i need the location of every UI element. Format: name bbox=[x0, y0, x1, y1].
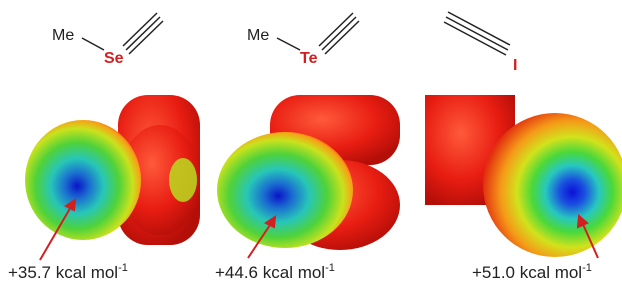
label-text: +35.7 kcal mol bbox=[8, 263, 118, 282]
bond bbox=[325, 21, 359, 54]
bond bbox=[446, 17, 508, 50]
label-text: +44.6 kcal mol bbox=[215, 263, 325, 282]
structure-2: Me Te bbox=[247, 13, 359, 67]
group-label: Me bbox=[247, 27, 269, 44]
surface-blob bbox=[217, 132, 353, 248]
surface-green bbox=[169, 158, 197, 202]
atom-label: I bbox=[513, 57, 517, 74]
esp-label: +44.6 kcal mol-1 bbox=[215, 262, 335, 282]
bond bbox=[123, 13, 157, 46]
label-superscript: -1 bbox=[582, 262, 592, 274]
atom-label: Se bbox=[104, 50, 124, 67]
bond bbox=[126, 17, 160, 50]
label-superscript: -1 bbox=[118, 262, 128, 274]
esp-label: +35.7 kcal mol-1 bbox=[8, 262, 128, 282]
bond bbox=[319, 13, 353, 46]
structure-3: I bbox=[444, 12, 517, 74]
bond bbox=[277, 38, 300, 50]
surface-3 bbox=[425, 95, 622, 257]
esp-label: +51.0 kcal mol-1 bbox=[472, 262, 592, 282]
group-label: Me bbox=[52, 27, 74, 44]
bond bbox=[82, 38, 104, 50]
surface-blob bbox=[25, 120, 141, 240]
structure-1: Me Se bbox=[52, 13, 163, 67]
surface-2 bbox=[217, 95, 400, 250]
surface-sphere bbox=[483, 113, 622, 257]
label-superscript: -1 bbox=[325, 262, 335, 274]
bond bbox=[322, 17, 356, 50]
page: Me Se Me Te I bbox=[0, 0, 622, 286]
atom-label: Te bbox=[300, 50, 318, 67]
bond bbox=[129, 21, 163, 54]
surface-1 bbox=[25, 95, 200, 245]
figure: Me Se Me Te I bbox=[0, 0, 622, 286]
label-text: +51.0 kcal mol bbox=[472, 263, 582, 282]
